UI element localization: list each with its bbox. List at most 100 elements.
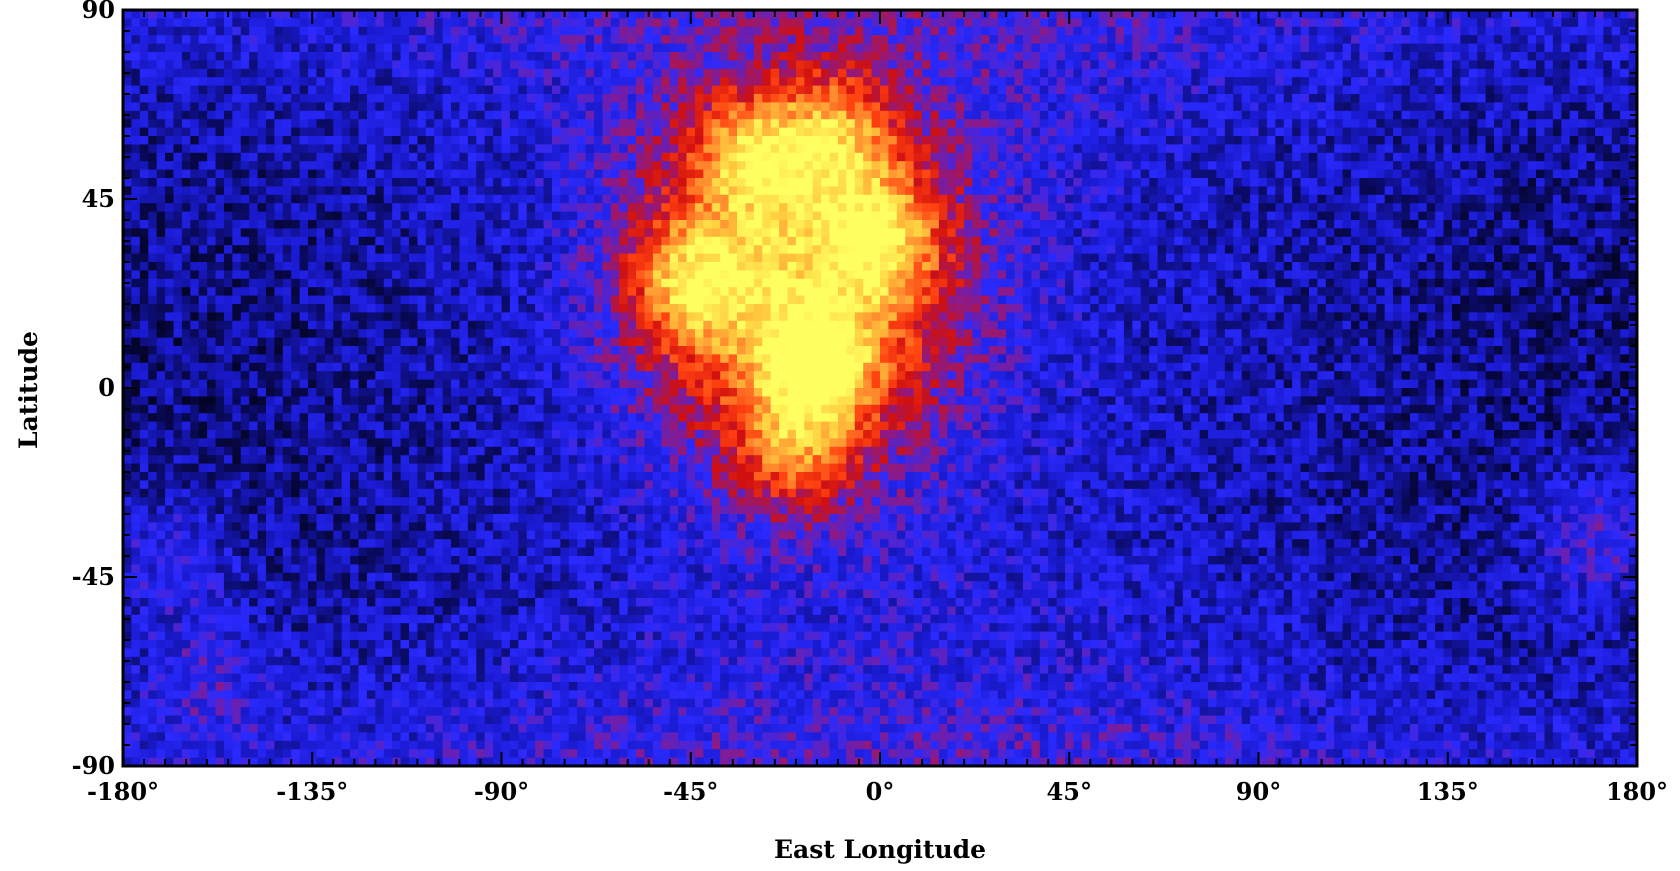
heatmap-cell bbox=[451, 127, 461, 137]
heatmap-cell bbox=[728, 18, 738, 28]
heatmap-cell bbox=[1603, 26, 1613, 36]
heatmap-cell bbox=[989, 186, 999, 196]
heatmap-cell bbox=[821, 169, 831, 179]
heatmap-cell bbox=[207, 127, 217, 137]
heatmap-cell bbox=[1325, 178, 1335, 187]
heatmap-cell bbox=[1376, 194, 1386, 204]
heatmap-cell bbox=[795, 85, 805, 95]
heatmap-cell bbox=[652, 203, 662, 213]
heatmap-cell bbox=[1165, 52, 1175, 61]
heatmap-cell bbox=[299, 228, 309, 238]
heatmap-cell bbox=[282, 178, 292, 187]
heatmap-cell bbox=[1031, 94, 1041, 103]
heatmap-cell bbox=[1014, 110, 1024, 120]
heatmap-cell bbox=[358, 144, 368, 154]
heatmap-cell bbox=[1149, 60, 1159, 70]
heatmap-cell bbox=[610, 136, 620, 145]
heatmap-cell bbox=[1544, 10, 1554, 19]
heatmap-cell bbox=[770, 85, 780, 95]
heatmap-cell bbox=[459, 144, 469, 154]
heatmap-cell bbox=[711, 178, 721, 187]
heatmap-cell bbox=[526, 127, 536, 137]
heatmap-cell bbox=[392, 194, 402, 204]
heatmap-cell bbox=[1157, 110, 1167, 120]
heatmap-cell bbox=[1224, 43, 1234, 53]
heatmap-cell bbox=[795, 102, 805, 112]
heatmap-cell bbox=[1468, 220, 1478, 229]
heatmap-cell bbox=[594, 26, 604, 36]
heatmap-cell bbox=[1022, 52, 1032, 61]
heatmap-cell bbox=[400, 10, 410, 19]
heatmap-cell bbox=[1006, 119, 1016, 129]
heatmap-cell bbox=[652, 127, 662, 137]
heatmap-cell bbox=[1586, 161, 1596, 171]
heatmap-cell bbox=[501, 52, 511, 61]
heatmap-cell bbox=[408, 152, 418, 162]
heatmap-cell bbox=[1233, 203, 1243, 213]
heatmap-cell bbox=[198, 127, 208, 137]
heatmap-cell bbox=[888, 119, 898, 129]
heatmap-cell bbox=[1258, 220, 1268, 229]
heatmap-cell bbox=[880, 85, 890, 95]
heatmap-cell bbox=[694, 26, 704, 36]
heatmap-cell bbox=[1132, 152, 1142, 162]
heatmap-cell bbox=[762, 169, 772, 179]
heatmap-cell bbox=[779, 68, 789, 78]
heatmap-cell bbox=[745, 77, 755, 87]
heatmap-cell bbox=[1174, 211, 1184, 221]
heatmap-cell bbox=[190, 127, 200, 137]
heatmap-cell bbox=[678, 35, 688, 45]
heatmap-cell bbox=[972, 161, 982, 171]
heatmap-cell bbox=[1014, 186, 1024, 196]
heatmap-cell bbox=[1317, 228, 1327, 238]
heatmap-cell bbox=[997, 110, 1007, 120]
heatmap-cell bbox=[198, 186, 208, 196]
heatmap-cell bbox=[1157, 26, 1167, 36]
heatmap-cell bbox=[181, 161, 191, 171]
heatmap-cell bbox=[1586, 136, 1596, 145]
heatmap-cell bbox=[1157, 60, 1167, 70]
heatmap-cell bbox=[408, 35, 418, 45]
heatmap-cell bbox=[669, 77, 679, 87]
heatmap-cell bbox=[1107, 194, 1117, 204]
heatmap-cell bbox=[341, 169, 351, 179]
heatmap-cell bbox=[1081, 161, 1091, 171]
heatmap-cell bbox=[610, 178, 620, 187]
heatmap-cell bbox=[459, 68, 469, 78]
heatmap-cell bbox=[476, 60, 486, 70]
heatmap-cell bbox=[837, 60, 847, 70]
heatmap-cell bbox=[1544, 94, 1554, 103]
heatmap-cell bbox=[535, 68, 545, 78]
heatmap-cell bbox=[1510, 127, 1520, 137]
heatmap-cell bbox=[1022, 136, 1032, 145]
heatmap-cell bbox=[989, 220, 999, 229]
heatmap-cell bbox=[1123, 178, 1133, 187]
heatmap-cell bbox=[1292, 178, 1302, 187]
heatmap-cell bbox=[1241, 85, 1251, 95]
heatmap-cell bbox=[1199, 161, 1209, 171]
heatmap-cell bbox=[694, 77, 704, 87]
heatmap-cell bbox=[476, 194, 486, 204]
heatmap-cell bbox=[1527, 94, 1537, 103]
heatmap-cell bbox=[501, 119, 511, 129]
heatmap-cell bbox=[265, 119, 275, 129]
heatmap-cell bbox=[1384, 203, 1394, 213]
heatmap-cell bbox=[1620, 94, 1630, 103]
heatmap-cell bbox=[1140, 186, 1150, 196]
heatmap-cell bbox=[1443, 220, 1453, 229]
heatmap-cell bbox=[804, 178, 814, 187]
heatmap-cell bbox=[1494, 94, 1504, 103]
heatmap-cell bbox=[711, 43, 721, 53]
heatmap-cell bbox=[1317, 68, 1327, 78]
heatmap-cell bbox=[1022, 220, 1032, 229]
heatmap-cell bbox=[829, 18, 839, 28]
heatmap-cell bbox=[989, 144, 999, 154]
heatmap-cell bbox=[678, 186, 688, 196]
heatmap-cell bbox=[1275, 136, 1285, 145]
heatmap-cell bbox=[652, 26, 662, 36]
heatmap-cell bbox=[694, 85, 704, 95]
heatmap-cell bbox=[148, 220, 158, 229]
heatmap-cell bbox=[383, 94, 393, 103]
heatmap-cell bbox=[1611, 186, 1621, 196]
heatmap-cell bbox=[694, 18, 704, 28]
